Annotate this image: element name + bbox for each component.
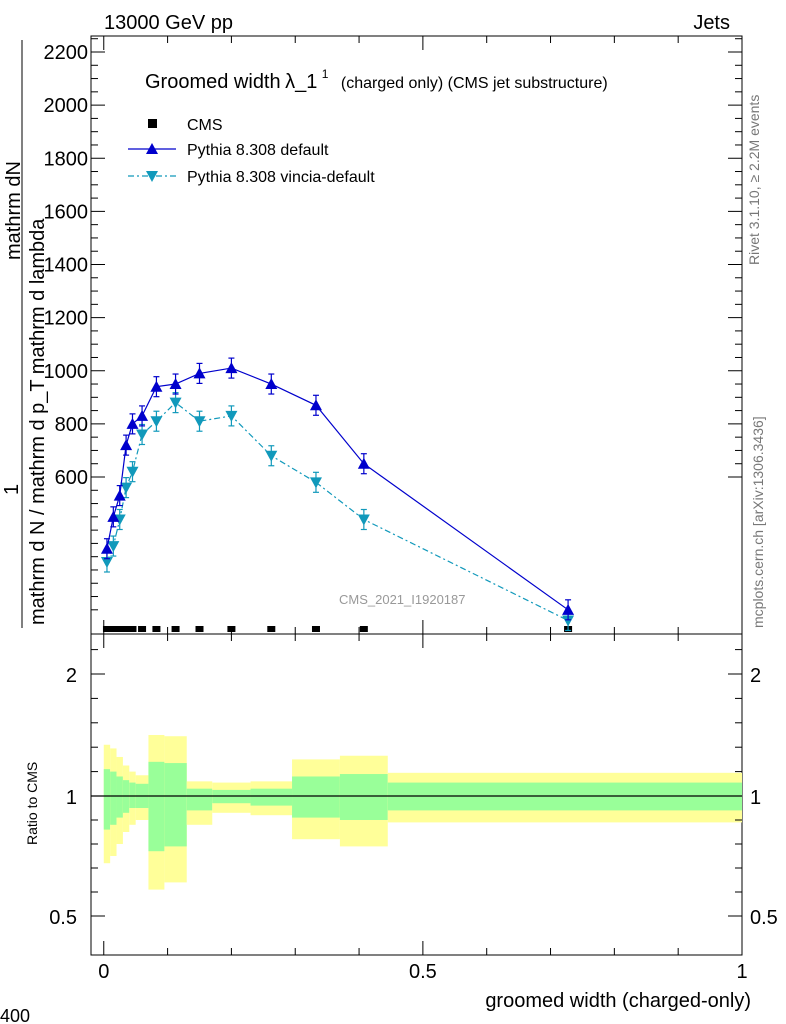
- main-ytick-label: 600: [55, 467, 88, 489]
- legend-vincia-label: Pythia 8.308 vincia-default: [187, 169, 375, 186]
- cms-data-point: [311, 626, 320, 632]
- ratio-ytick-label: 0.5: [49, 907, 77, 929]
- title-symbol: λ_1: [285, 71, 317, 93]
- ratio-bands-group: [103, 735, 742, 890]
- ratio-band-green: [186, 788, 213, 811]
- vincia-series-marker: [225, 410, 238, 422]
- default-series-marker: [120, 439, 133, 451]
- ratio-xtick-label: 0: [98, 961, 109, 983]
- main-ytick-label: 1200: [44, 308, 89, 330]
- header-process: 13000 GeV pp: [104, 12, 233, 34]
- vincia-series-marker: [265, 450, 278, 462]
- title-sup: 1: [322, 67, 329, 81]
- default-series-marker: [136, 409, 149, 421]
- default-series-marker: [169, 378, 182, 390]
- default-series-marker: [100, 542, 113, 554]
- ratio-band-green: [339, 774, 388, 820]
- vincia-series-marker: [100, 557, 113, 568]
- ratio-ytick-label: 1: [66, 787, 77, 809]
- default-series-marker: [265, 378, 278, 390]
- corner-label: 400: [0, 1006, 30, 1024]
- title-main: Groomed width: [145, 71, 281, 93]
- cms-data-point: [359, 626, 368, 632]
- ratio-axis-ticks: 0.5 0.5 1 1 2 2 0 0.5 1: [49, 634, 778, 983]
- vincia-series-marker: [562, 615, 575, 627]
- cms-data-point: [115, 626, 124, 632]
- ratio-band-green: [250, 788, 293, 806]
- ratio-band-green: [292, 776, 340, 818]
- vincia-series-marker: [169, 397, 182, 409]
- title-rest: (charged only) (CMS jet substructure): [341, 75, 608, 92]
- vincia-series-marker: [107, 541, 120, 553]
- cms-data-point: [102, 626, 111, 632]
- default-series-marker: [562, 603, 575, 615]
- default-series-marker: [193, 367, 206, 379]
- ratio-xtick-label: 1: [736, 961, 747, 983]
- ratio-ylabel: Ratio to CMS: [24, 762, 40, 845]
- default-series-marker: [225, 362, 238, 374]
- main-ylabel: mathrm dN mathrm d N / mathrm d p_T math…: [1, 40, 49, 628]
- main-ytick-label: 1600: [44, 201, 89, 223]
- vincia-series-marker: [357, 514, 370, 526]
- main-ytick-label: 2200: [44, 42, 89, 64]
- ratio-band-green: [103, 769, 111, 830]
- main-ytick-label: 800: [55, 414, 88, 436]
- ratio-band-green: [110, 771, 117, 825]
- rivet-label: Rivet 3.1.10, ≥ 2.2M events: [746, 95, 762, 265]
- cms-data-point: [227, 626, 236, 632]
- cms-data-point: [267, 626, 276, 632]
- vincia-series-marker: [193, 416, 206, 428]
- xaxis-label: groomed width (charged-only): [485, 990, 751, 1012]
- legend-default-marker: [146, 143, 158, 154]
- ratio-band-green: [116, 776, 123, 818]
- legend-vincia-marker: [146, 171, 158, 182]
- ylabel-one: 1: [1, 484, 23, 495]
- mcplots-label: mcplots.cern.ch [arXiv:1306.3436]: [750, 416, 766, 628]
- cms-data-point: [195, 626, 204, 632]
- main-axis-ticks: 600 800 1000 1200 1400 1600 1800 2000 2200: [44, 36, 743, 634]
- default-series-marker: [113, 489, 126, 501]
- main-ytick-label: 1800: [44, 148, 89, 170]
- legend: CMS Pythia 8.308 default Pythia 8.308 vi…: [128, 117, 375, 186]
- default-series-marker: [107, 510, 120, 522]
- vincia-series-marker: [126, 466, 139, 478]
- default-series-marker: [150, 380, 163, 392]
- cms-data-point: [128, 626, 137, 632]
- ratio-ytick-label-right: 1: [750, 787, 761, 809]
- header-analysis: Jets: [693, 12, 730, 34]
- main-ytick-label: 1400: [44, 255, 89, 277]
- default-series-line: [106, 367, 569, 611]
- default-series-marker: [126, 417, 139, 429]
- cms-data-point: [152, 626, 161, 632]
- main-series-group: [100, 357, 575, 632]
- main-ytick-label: 1000: [44, 361, 89, 383]
- ratio-ytick-label: 2: [66, 665, 77, 687]
- ratio-band-green: [148, 761, 165, 852]
- ratio-band-green: [164, 763, 187, 847]
- ratio-ytick-label-right: 2: [750, 665, 761, 687]
- cms-data-point: [138, 626, 147, 632]
- cms-data-point: [171, 626, 180, 632]
- vincia-series-line: [106, 401, 569, 621]
- vincia-series-marker: [150, 416, 163, 428]
- vincia-series-marker: [120, 482, 133, 494]
- default-series-marker: [357, 457, 370, 469]
- cms-data-point: [109, 626, 118, 632]
- default-series-marker: [309, 399, 322, 411]
- ratio-xtick-label: 0.5: [409, 961, 437, 983]
- vincia-series-marker: [309, 477, 322, 489]
- legend-cms-marker: [148, 119, 157, 128]
- cms-data-point: [122, 626, 131, 632]
- ylabel-fraction-bottom: mathrm d N / mathrm d p_T mathrm d lambd…: [27, 218, 49, 625]
- legend-default-label: Pythia 8.308 default: [187, 142, 329, 159]
- analysis-watermark: CMS_2021_I1920187: [339, 592, 466, 607]
- ratio-band-green: [129, 782, 136, 808]
- vincia-series-marker: [136, 429, 149, 441]
- plot-title: Groomed width λ_1 1 (charged only) (CMS …: [145, 65, 608, 93]
- legend-cms-label: CMS: [187, 117, 223, 134]
- main-ytick-label: 2000: [44, 95, 89, 117]
- ratio-ytick-label-right: 0.5: [750, 907, 778, 929]
- ylabel-fraction-top: mathrm dN: [3, 161, 25, 260]
